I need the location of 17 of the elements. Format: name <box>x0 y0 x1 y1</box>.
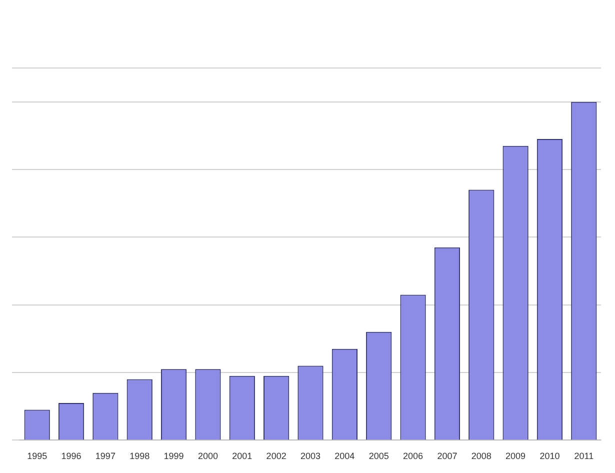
x-tick-label: 2009 <box>506 451 526 462</box>
x-tick-label: 2010 <box>540 451 560 462</box>
x-tick-label: 2004 <box>334 451 355 462</box>
x-tick-label: 2007 <box>437 451 458 462</box>
x-tick-label: 2000 <box>198 451 218 462</box>
x-tick-label: 2008 <box>471 451 492 462</box>
x-tick-label: 2005 <box>368 451 389 462</box>
x-tick-label: 1998 <box>130 451 150 462</box>
x-tick-label: 2011 <box>574 451 594 462</box>
x-tick-label: 1995 <box>27 451 48 462</box>
x-tick-label: 1999 <box>164 451 184 462</box>
x-tick-label: 1997 <box>95 451 116 462</box>
x-tick-label: 2002 <box>266 451 286 462</box>
x-tick-label: 1996 <box>61 451 82 462</box>
x-tick-label: 2006 <box>403 451 424 462</box>
x-tick-label: 2003 <box>300 451 321 462</box>
x-tick-label: 2001 <box>232 451 252 462</box>
